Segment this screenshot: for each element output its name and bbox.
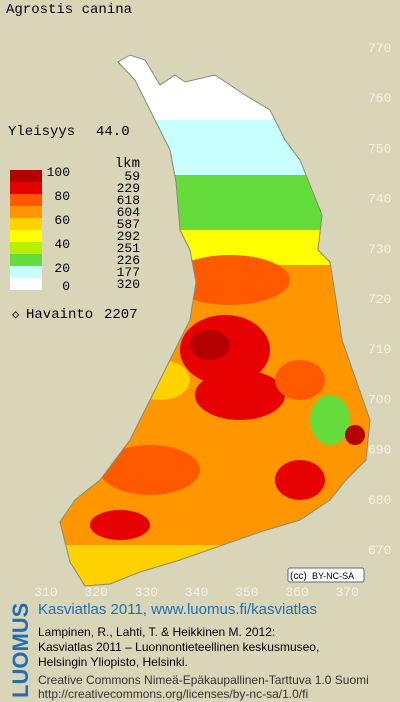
observation-label: Havainto — [26, 307, 93, 323]
easting-label: 350 — [235, 585, 258, 600]
legend-scale-label: 100 — [47, 165, 70, 180]
legend-scale-label: 80 — [54, 189, 70, 204]
legend-count: 229 — [117, 181, 140, 196]
legend-swatch — [10, 242, 42, 254]
easting-label: 340 — [185, 585, 208, 600]
cc-symbol: (cc) — [290, 571, 307, 582]
northing-label: 690 — [368, 443, 391, 458]
legend-scale-label: 40 — [54, 237, 70, 252]
northing-label: 670 — [368, 543, 391, 558]
legend-scale-label: 60 — [54, 213, 70, 228]
legend-scale-label: 20 — [54, 261, 70, 276]
observation-value: 2207 — [104, 307, 138, 323]
legend-swatch — [10, 206, 42, 218]
legend-swatch — [10, 170, 42, 182]
easting-label: 320 — [84, 585, 107, 600]
northing-label: 750 — [368, 141, 391, 156]
legend-swatch — [10, 230, 42, 242]
legend-count: 292 — [117, 229, 140, 244]
citation-line: Helsingin Yliopisto, Helsinki. — [38, 655, 188, 669]
citation-line: Kasviatlas 2011 – Luonnontieteellinen ke… — [38, 640, 319, 654]
legend-count: 177 — [117, 265, 140, 280]
citation-line: Lampinen, R., Lahti, T. & Heikkinen M. 2… — [38, 625, 275, 639]
northing-label: 730 — [368, 242, 391, 257]
northing-label: 710 — [368, 342, 391, 357]
legend-count: 59 — [124, 169, 140, 184]
legend-swatch — [10, 278, 42, 290]
legend-swatch — [10, 194, 42, 206]
license-badge — [287, 567, 365, 583]
grid-labels: 770 760 750 740 730 720 710 700 690 680 670 310 320 3… — [34, 41, 391, 600]
count-header: lkm — [115, 156, 140, 172]
easting-label: 330 — [135, 585, 158, 600]
license-line: Creative Commons Nimeä-Epäkaupallinen-Ta… — [38, 673, 369, 687]
easting-label: 360 — [285, 585, 308, 600]
northing-label: 700 — [368, 392, 391, 407]
legend-swatch — [10, 182, 42, 194]
legend-count: 320 — [117, 277, 140, 292]
frequency-value: 44.0 — [96, 124, 130, 140]
legend-scale-label: 0 — [62, 279, 70, 294]
observation-symbol: ◇ — [12, 308, 20, 322]
easting-label: 310 — [34, 585, 57, 600]
brand: LUOMUS — [8, 603, 33, 698]
footer-heading: Kasviatlas 2011, www.luomus.fi/kasviatla… — [38, 601, 317, 618]
frequency-label: Yleisyys — [8, 124, 75, 140]
legend-count: 226 — [117, 253, 140, 268]
northing-label: 760 — [368, 91, 391, 106]
license-badge-text: BY-NC-SA — [312, 571, 354, 581]
northing-label: 740 — [368, 192, 391, 207]
license-line: http://creativecommons.org/licenses/by-n… — [38, 687, 308, 701]
legend-count: 604 — [117, 205, 141, 220]
legend-swatch — [10, 254, 42, 266]
legend-swatch — [10, 266, 42, 278]
legend-count: 251 — [117, 241, 141, 256]
species-title: Agrostis canina — [6, 2, 132, 18]
northing-label: 770 — [368, 41, 391, 56]
map-outline — [59, 54, 371, 587]
legend-count: 587 — [117, 217, 140, 232]
legend-count: 618 — [117, 193, 140, 208]
northing-label: 680 — [368, 493, 391, 508]
legend-swatch — [10, 218, 42, 230]
easting-label: 370 — [335, 585, 358, 600]
northing-label: 720 — [368, 292, 391, 307]
